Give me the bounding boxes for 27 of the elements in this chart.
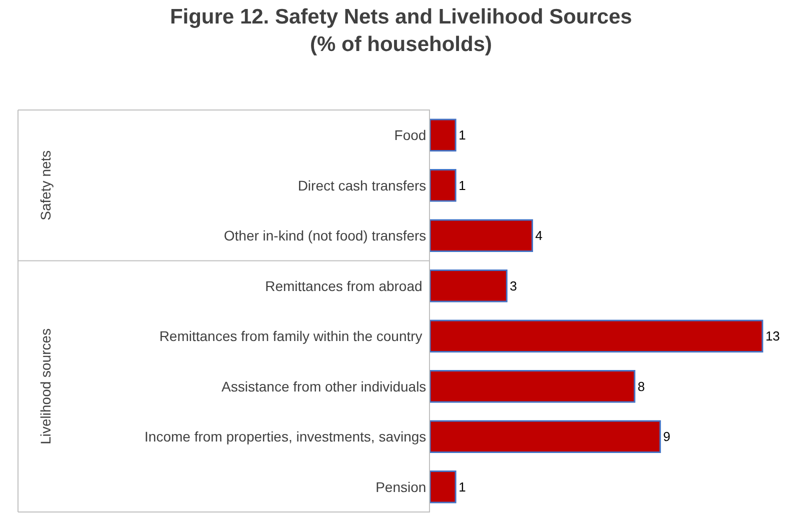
y-tick-label: Income from properties, investments, savings: [144, 428, 426, 445]
bar: [430, 420, 661, 453]
y-tick-label: Remittances from abroad: [265, 278, 426, 294]
bar: [430, 219, 534, 252]
data-label: 1: [458, 178, 466, 193]
text: Safety nets: [38, 150, 54, 220]
text: Livelihood sources: [38, 328, 54, 444]
bar: [430, 470, 456, 504]
y-tick-label: Food: [394, 127, 426, 144]
data-label: 13: [765, 328, 780, 344]
bar: [430, 320, 764, 352]
data-label: 9: [663, 429, 670, 444]
bar: [430, 169, 456, 202]
y-tick-label: Direct cash transfers: [298, 177, 426, 194]
y-tick-label: Other in-kind (not food) transfers: [224, 228, 426, 244]
chart-title: Figure 12. Safety Nets and Livelihood Sources (% of households): [170, 6, 632, 56]
bar: [430, 118, 456, 152]
bar: [430, 270, 508, 302]
data-label: 8: [638, 378, 645, 394]
data-label: 3: [510, 278, 517, 294]
y-tick-label: Pension: [376, 478, 426, 495]
data-label: 1: [458, 479, 466, 494]
y-tick-label: Remittances from family within the country: [159, 328, 426, 344]
data-label: 4: [535, 228, 543, 244]
y-tick-label: Assistance from other individuals: [222, 378, 426, 394]
data-label: 1: [458, 128, 466, 143]
bar: [430, 370, 636, 403]
